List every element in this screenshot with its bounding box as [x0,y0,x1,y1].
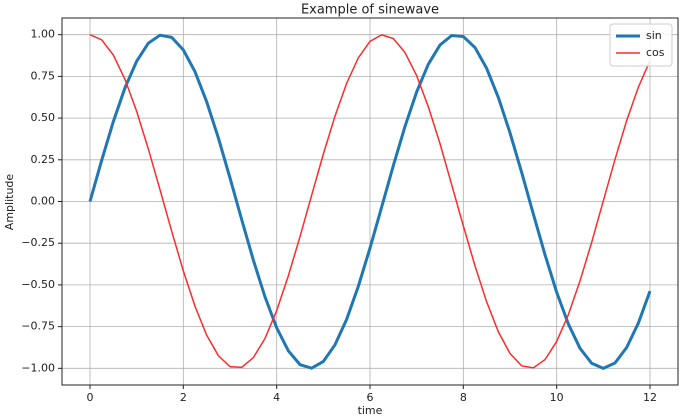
y-tick-label: −0.75 [21,320,55,333]
plot-frame [61,17,679,386]
y-tick-label: 0.75 [31,69,56,82]
legend-label: sin [646,29,662,42]
x-tick-label: 12 [643,391,657,404]
x-tick-label: 2 [180,391,187,404]
chart-title: Example of sinewave [301,3,439,18]
x-axis-label: time [358,404,383,417]
y-tick-label: −1.00 [21,361,55,374]
y-tick-label: 0.00 [31,195,56,208]
legend-label: cos [646,46,665,59]
series-line [88,33,652,370]
y-tick-label: −0.50 [21,278,55,291]
x-tick-label: 10 [550,391,564,404]
x-tick-label: 6 [367,391,374,404]
legend-box [609,23,673,67]
x-tick-label: 4 [273,391,280,404]
x-tick-label: 8 [460,391,467,404]
y-tick-label: −0.25 [21,236,55,249]
y-tick-label: 0.50 [31,111,56,124]
series-line [89,33,651,369]
y-axis-label: Amplitude [3,174,16,231]
x-tick-label: 0 [87,391,94,404]
y-tick-label: 0.25 [31,153,56,166]
y-tick-label: 1.00 [31,28,56,41]
